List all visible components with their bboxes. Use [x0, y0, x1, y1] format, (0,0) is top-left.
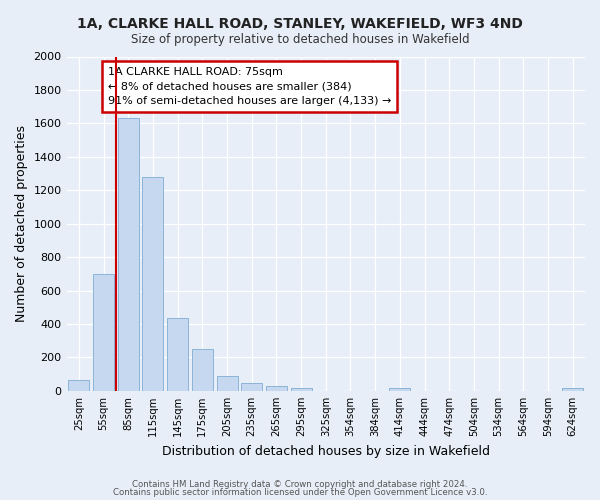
Text: Size of property relative to detached houses in Wakefield: Size of property relative to detached ho… — [131, 32, 469, 46]
X-axis label: Distribution of detached houses by size in Wakefield: Distribution of detached houses by size … — [162, 444, 490, 458]
Bar — [389, 388, 410, 391]
Bar — [142, 177, 163, 391]
Text: 1A CLARKE HALL ROAD: 75sqm
← 8% of detached houses are smaller (384)
91% of semi: 1A CLARKE HALL ROAD: 75sqm ← 8% of detac… — [108, 66, 391, 106]
Bar — [562, 388, 583, 391]
Bar — [118, 118, 139, 391]
Text: 1A, CLARKE HALL ROAD, STANLEY, WAKEFIELD, WF3 4ND: 1A, CLARKE HALL ROAD, STANLEY, WAKEFIELD… — [77, 18, 523, 32]
Bar — [192, 349, 213, 391]
Bar — [241, 382, 262, 391]
Bar — [68, 380, 89, 391]
Bar — [93, 274, 114, 391]
Text: Contains public sector information licensed under the Open Government Licence v3: Contains public sector information licen… — [113, 488, 487, 497]
Bar — [290, 388, 311, 391]
Bar — [167, 318, 188, 391]
Y-axis label: Number of detached properties: Number of detached properties — [15, 125, 28, 322]
Text: Contains HM Land Registry data © Crown copyright and database right 2024.: Contains HM Land Registry data © Crown c… — [132, 480, 468, 489]
Bar — [266, 386, 287, 391]
Bar — [217, 376, 238, 391]
